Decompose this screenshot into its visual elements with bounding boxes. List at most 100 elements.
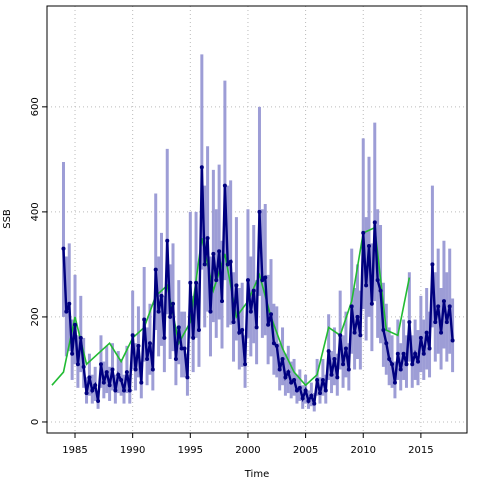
ssb-point <box>93 383 98 388</box>
ssb-point <box>323 388 328 393</box>
ssb-point <box>248 309 253 314</box>
ssb-point <box>441 299 446 304</box>
ssb-point <box>398 367 403 372</box>
x-tick-label: 1995 <box>178 445 203 456</box>
ssb-point <box>61 246 66 251</box>
ssb-point <box>326 349 331 354</box>
ssb-point <box>101 380 106 385</box>
ssb-point <box>165 238 170 243</box>
ssb-point <box>188 280 193 285</box>
ssb-point <box>139 380 144 385</box>
ssb-line <box>62 167 454 405</box>
x-axis-label: Time <box>244 469 269 480</box>
ssb-point <box>205 236 210 241</box>
ssb-point <box>318 391 323 396</box>
y-axis-label: SSB <box>2 209 13 229</box>
ssb-point <box>133 367 138 372</box>
ssb-point <box>159 293 164 298</box>
plot-frame <box>46 5 468 434</box>
ssb-point <box>274 343 279 348</box>
ssb-point <box>234 283 239 288</box>
ssb-point <box>439 330 444 335</box>
ssb-point <box>346 367 351 372</box>
ssb-point <box>107 383 112 388</box>
ssb-point <box>297 385 302 390</box>
ssb-point <box>269 312 274 317</box>
ssb-point <box>424 330 429 335</box>
ssb-point <box>292 377 297 382</box>
ssb-point <box>87 375 92 380</box>
ssb-point <box>228 259 233 264</box>
ssb-point <box>427 346 432 351</box>
ssb-point <box>306 398 311 403</box>
y-tick-label: 400 <box>30 202 41 221</box>
ssb-point <box>173 356 178 361</box>
ssb-point <box>286 370 291 375</box>
ssb-point <box>421 351 426 356</box>
ssb-point <box>119 377 124 382</box>
ssb-point <box>315 377 320 382</box>
ssb-point <box>384 341 389 346</box>
ssb-point <box>113 388 118 393</box>
ssb-point <box>104 370 109 375</box>
ssb-point <box>372 220 377 225</box>
ssb-point <box>225 262 230 267</box>
ssb-point <box>332 356 337 361</box>
ssb-point <box>390 362 395 367</box>
ssb-point <box>110 367 115 372</box>
ssb-point <box>254 325 259 330</box>
ssb-point <box>220 299 225 304</box>
ssb-point <box>364 283 369 288</box>
ssb-point <box>355 314 360 319</box>
y-tick-label: 200 <box>30 307 41 326</box>
ssb-point <box>378 288 383 293</box>
ssb-point <box>150 367 155 372</box>
ssb-point <box>358 333 363 338</box>
ssb-point <box>410 362 415 367</box>
ssb-point <box>217 249 222 254</box>
x-tick-label: 2015 <box>408 445 433 456</box>
ssb-point <box>168 314 173 319</box>
ssb-point <box>436 304 441 309</box>
ssb-point <box>251 288 256 293</box>
ssb-point <box>162 335 167 340</box>
ssb-point <box>90 388 95 393</box>
ssb-point <box>240 328 245 333</box>
ssb-point <box>416 359 421 364</box>
ssb-point <box>413 351 418 356</box>
ssb-point <box>243 362 248 367</box>
ssb-point <box>245 278 250 283</box>
ssb-point <box>343 346 348 351</box>
ssb-point <box>329 372 334 377</box>
ssb-point <box>231 320 236 325</box>
ssb-point <box>367 244 372 249</box>
ssb-point <box>430 262 435 267</box>
ssb-point <box>266 322 271 327</box>
ssb-point <box>196 328 201 333</box>
ssb-point <box>214 278 219 283</box>
ssb-point <box>67 301 72 306</box>
ssb-point <box>335 375 340 380</box>
ssb-point <box>341 362 346 367</box>
ssb-point <box>312 401 317 406</box>
ssb-point <box>387 356 392 361</box>
ssb-point <box>444 320 449 325</box>
ssb-point <box>392 380 397 385</box>
ssb-point <box>309 393 314 398</box>
ssb-point <box>375 278 380 283</box>
ssb-point <box>433 320 438 325</box>
ssb-point <box>75 362 80 367</box>
x-tick-label: 2010 <box>351 445 376 456</box>
ssb-point <box>70 351 75 356</box>
ssb-point <box>257 209 262 214</box>
ssb-point <box>191 335 196 340</box>
ssb-point <box>147 341 152 346</box>
y-tick-label: 0 <box>30 419 41 425</box>
ssb-point <box>271 341 276 346</box>
ssb-point <box>208 309 213 314</box>
x-tick-label: 2000 <box>235 445 260 456</box>
ssb-point <box>179 346 184 351</box>
ssb-point <box>78 335 83 340</box>
ssb-point <box>156 309 161 314</box>
